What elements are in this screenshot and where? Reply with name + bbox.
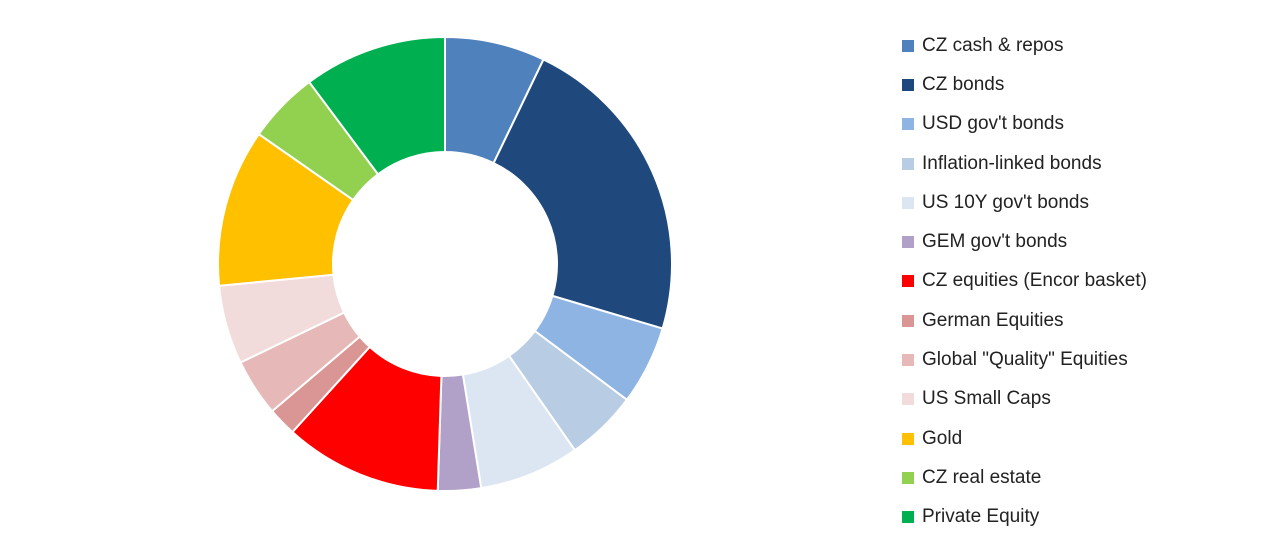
donut-svg xyxy=(217,35,673,492)
legend-item-2: USD gov't bonds xyxy=(902,105,1147,144)
legend-label: CZ bonds xyxy=(922,73,1005,95)
legend-swatch xyxy=(902,471,914,484)
legend-label: CZ equities (Encor basket) xyxy=(922,270,1147,292)
legend-item-3: Inflation-linked bonds xyxy=(902,144,1147,183)
legend-item-7: German Equities xyxy=(902,301,1147,340)
legend-label: Inflation-linked bonds xyxy=(922,152,1102,174)
legend-item-10: Gold xyxy=(902,419,1147,458)
legend-item-4: US 10Y gov't bonds xyxy=(902,183,1147,222)
legend-item-1: CZ bonds xyxy=(902,65,1147,104)
legend-swatch xyxy=(902,236,914,249)
donut-slice-12 xyxy=(307,35,446,176)
legend-item-0: CZ cash & repos xyxy=(902,26,1147,65)
legend-swatch xyxy=(902,275,914,288)
legend-item-6: CZ equities (Encor basket) xyxy=(902,262,1147,301)
legend-label: Private Equity xyxy=(922,506,1040,528)
legend-label: CZ real estate xyxy=(922,466,1042,488)
legend-item-11: CZ real estate xyxy=(902,458,1147,497)
legend-label: Global "Quality" Equities xyxy=(922,349,1128,371)
legend-item-12: Private Equity xyxy=(902,498,1147,537)
legend-swatch xyxy=(902,78,914,91)
legend-swatch xyxy=(902,393,914,406)
legend-label: USD gov't bonds xyxy=(922,113,1064,135)
legend-label: Gold xyxy=(922,427,963,449)
legend-swatch xyxy=(902,432,914,445)
donut-slice-1 xyxy=(492,58,673,330)
legend-swatch xyxy=(902,196,914,209)
legend-swatch xyxy=(902,118,914,131)
legend-swatch xyxy=(902,354,914,367)
legend-swatch xyxy=(902,39,914,52)
legend-label: German Equities xyxy=(922,309,1064,331)
legend-swatch xyxy=(902,314,914,327)
legend-swatch xyxy=(902,511,914,524)
legend-item-8: Global "Quality" Equities xyxy=(902,340,1147,379)
chart-legend: CZ cash & repos CZ bonds USD gov't bonds In… xyxy=(902,26,1147,537)
legend-label: US 10Y gov't bonds xyxy=(922,191,1090,213)
legend-item-9: US Small Caps xyxy=(902,380,1147,419)
legend-label: CZ cash & repos xyxy=(922,34,1064,56)
legend-label: GEM gov't bonds xyxy=(922,231,1068,253)
legend-item-5: GEM gov't bonds xyxy=(902,222,1147,261)
legend-label: US Small Caps xyxy=(922,388,1051,410)
legend-swatch xyxy=(902,157,914,170)
